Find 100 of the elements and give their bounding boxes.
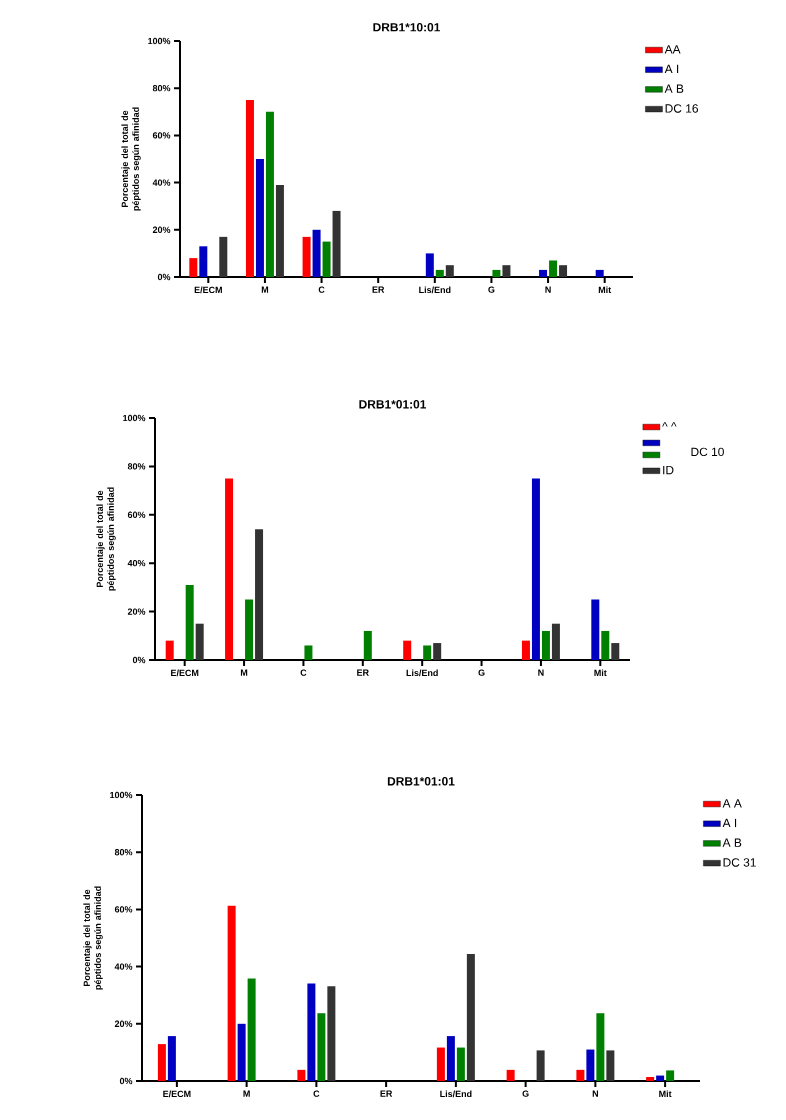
- bar: [456, 1047, 465, 1081]
- bar: [245, 599, 254, 660]
- x-tick-label: Lis/End: [406, 669, 438, 677]
- bar: [586, 1049, 595, 1081]
- x-tick-label: C: [318, 286, 325, 293]
- bar: [446, 1036, 455, 1081]
- bar: [646, 1077, 655, 1081]
- bar: [596, 1013, 605, 1081]
- x-tick-label: N: [545, 286, 551, 293]
- bar: [185, 584, 194, 660]
- y-tick-label: 40%: [127, 560, 146, 567]
- y-tick-label: 60%: [114, 906, 133, 913]
- bar: [265, 111, 274, 277]
- bar: [521, 640, 530, 660]
- bar: [237, 1023, 246, 1081]
- bar: [435, 269, 444, 277]
- y-axis-title: Porcentaje del total de péptidos según afinidad: [83, 886, 103, 990]
- x-tick-label: Mit: [594, 669, 607, 677]
- bar: [167, 1036, 176, 1081]
- y-tick-label: 0%: [157, 273, 171, 281]
- bar: [225, 478, 234, 660]
- y-tick-label: 100%: [110, 791, 133, 799]
- x-tick-label: Lis/End: [440, 1090, 472, 1098]
- bar: [502, 265, 511, 277]
- text: DC 10: [691, 447, 724, 457]
- bar: [332, 210, 341, 277]
- bar: [219, 236, 228, 277]
- bar: [317, 1013, 326, 1081]
- x-tick-label: ER: [357, 669, 369, 676]
- bar: [606, 1050, 615, 1081]
- x-tick-label: Lis/End: [419, 286, 451, 294]
- bar: [403, 640, 412, 660]
- x-tick-label: C: [313, 1090, 320, 1097]
- x-tick-label: C: [300, 669, 307, 676]
- legend-label: ID: [663, 465, 674, 475]
- bar: [423, 645, 432, 660]
- y-tick-label: 0%: [119, 1077, 133, 1085]
- chart-title: DRB1*01:01: [387, 777, 455, 786]
- x-tick-label: ER: [380, 1090, 393, 1097]
- bar: [302, 236, 311, 277]
- y-tick-label: 80%: [114, 849, 133, 856]
- bar: [433, 643, 442, 660]
- bar: [436, 1047, 445, 1081]
- bar: [576, 1069, 585, 1081]
- bar: [531, 478, 540, 660]
- legend-label: ^ ^: [662, 422, 677, 427]
- chart-title: DRB1*10:01: [373, 23, 441, 32]
- bar: [195, 623, 204, 660]
- legend-label: DC 31: [723, 858, 756, 867]
- y-tick-label: 20%: [127, 608, 146, 615]
- x-tick-label: N: [538, 669, 544, 676]
- x-tick-label: G: [488, 286, 495, 293]
- chart-title: DRB1*01:01: [359, 400, 427, 409]
- y-tick-label: 100%: [148, 37, 171, 45]
- bar: [549, 260, 558, 277]
- bar: [255, 529, 264, 660]
- bar: [275, 184, 284, 277]
- bar: [297, 1069, 306, 1081]
- bar: [551, 623, 560, 660]
- y-tick-label: 20%: [152, 226, 171, 233]
- legend-label: A A: [722, 799, 742, 808]
- legend-label: A B: [722, 838, 742, 847]
- bar: [304, 645, 313, 660]
- bar: [247, 978, 256, 1081]
- x-tick-label: G: [522, 1090, 529, 1097]
- bar: [322, 241, 331, 277]
- bar: [656, 1075, 665, 1081]
- bar: [492, 269, 501, 277]
- legend-label: AA: [664, 45, 681, 54]
- bar: [445, 265, 454, 277]
- bar: [591, 599, 600, 660]
- bar: [559, 265, 568, 277]
- y-axis-title: Porcentaje del total de péptidos según afinidad: [96, 487, 116, 591]
- x-tick-label: Mit: [598, 286, 612, 294]
- y-tick-label: 40%: [152, 179, 171, 186]
- bar: [227, 905, 236, 1081]
- y-axis-title: Porcentaje del total de péptidos según afinidad: [121, 107, 141, 211]
- x-tick-label: E/ECM: [163, 1090, 191, 1098]
- bar: [199, 246, 208, 277]
- bar: [312, 229, 321, 277]
- y-tick-label: 40%: [114, 963, 133, 970]
- bar: [466, 954, 475, 1081]
- bar: [539, 269, 548, 277]
- x-tick-label: M: [261, 286, 269, 293]
- x-tick-label: E/ECM: [171, 669, 199, 677]
- bar: [595, 269, 604, 277]
- bar: [425, 253, 434, 277]
- x-tick-label: G: [478, 669, 485, 676]
- x-tick-label: E/ECM: [194, 286, 222, 294]
- bar: [363, 630, 372, 660]
- y-tick-label: 80%: [152, 85, 171, 92]
- x-tick-label: N: [592, 1090, 599, 1097]
- y-tick-label: 100%: [123, 414, 146, 422]
- bar: [536, 1050, 545, 1081]
- legend-label: A B: [664, 84, 684, 93]
- y-tick-label: 60%: [152, 132, 171, 139]
- x-tick-label: Mit: [659, 1090, 672, 1098]
- bar: [541, 630, 550, 660]
- bar: [189, 258, 198, 277]
- bar: [601, 630, 610, 660]
